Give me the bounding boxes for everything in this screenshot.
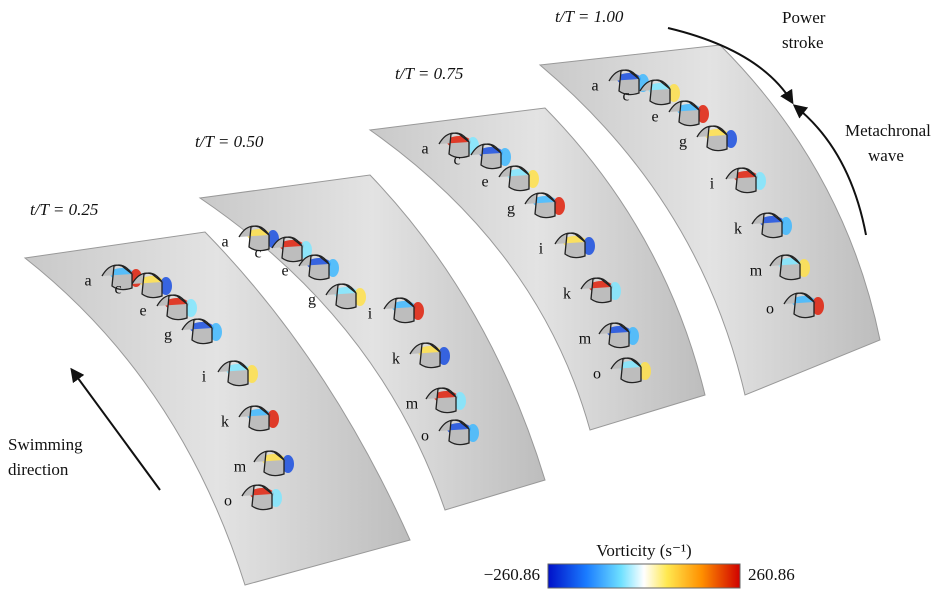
cilium-label: o [224, 493, 232, 510]
cilium-label: k [734, 221, 742, 238]
cilium-label: g [164, 327, 172, 344]
cilium-label: g [679, 134, 687, 151]
cilium-label: k [221, 414, 229, 431]
colorbar-max: 260.86 [748, 565, 795, 584]
cilium-label: c [114, 281, 121, 298]
cilium-label: e [139, 303, 146, 320]
cilium-label: g [507, 201, 515, 218]
annotation: Power [782, 8, 826, 27]
annotation: wave [868, 146, 904, 165]
cilium-label: a [591, 78, 598, 95]
body-surfaces [25, 45, 880, 585]
cilium-label: o [766, 301, 774, 318]
swim-arrow [72, 370, 160, 490]
cilium-label: i [202, 369, 207, 386]
figure: Swimming direction Power stroke Metachro… [0, 0, 952, 589]
cilium-label: k [392, 351, 400, 368]
time-label: t/T = 0.25 [30, 200, 98, 219]
annotation: Metachronal [845, 121, 931, 140]
time-label: t/T = 0.75 [395, 64, 463, 83]
time-label: t/T = 0.50 [195, 132, 264, 151]
cilium-label: m [579, 331, 592, 348]
annotation: Swimming [8, 435, 83, 454]
cilium-label: e [281, 263, 288, 280]
cilium-label: e [481, 174, 488, 191]
cilium-label: m [750, 263, 763, 280]
cilium-label: a [84, 273, 91, 290]
colorbar-gradient [548, 564, 740, 588]
cilium-label: g [308, 292, 316, 309]
cilium-label: o [421, 428, 429, 445]
cilium-label: c [453, 152, 460, 169]
cilium-label: o [593, 366, 601, 383]
cilium-label: e [651, 109, 658, 126]
cilium-label: a [421, 141, 428, 158]
cilium-label: m [234, 459, 247, 476]
cilium-label: i [368, 306, 373, 323]
cilium-label: c [622, 88, 629, 105]
cilium-label: i [710, 176, 715, 193]
annotation: stroke [782, 33, 824, 52]
colorbar-title: Vorticity (s⁻¹) [596, 541, 691, 560]
cilium-label: a [221, 234, 228, 251]
colorbar: Vorticity (s⁻¹) −260.86 260.86 [484, 541, 795, 588]
cilium-label: c [254, 245, 261, 262]
cilium-label: k [563, 286, 571, 303]
colorbar-min: −260.86 [484, 565, 540, 584]
cilium-label: m [406, 396, 419, 413]
annotation: direction [8, 460, 69, 479]
cilium-label: i [539, 241, 544, 258]
time-label: t/T = 1.00 [555, 7, 624, 26]
